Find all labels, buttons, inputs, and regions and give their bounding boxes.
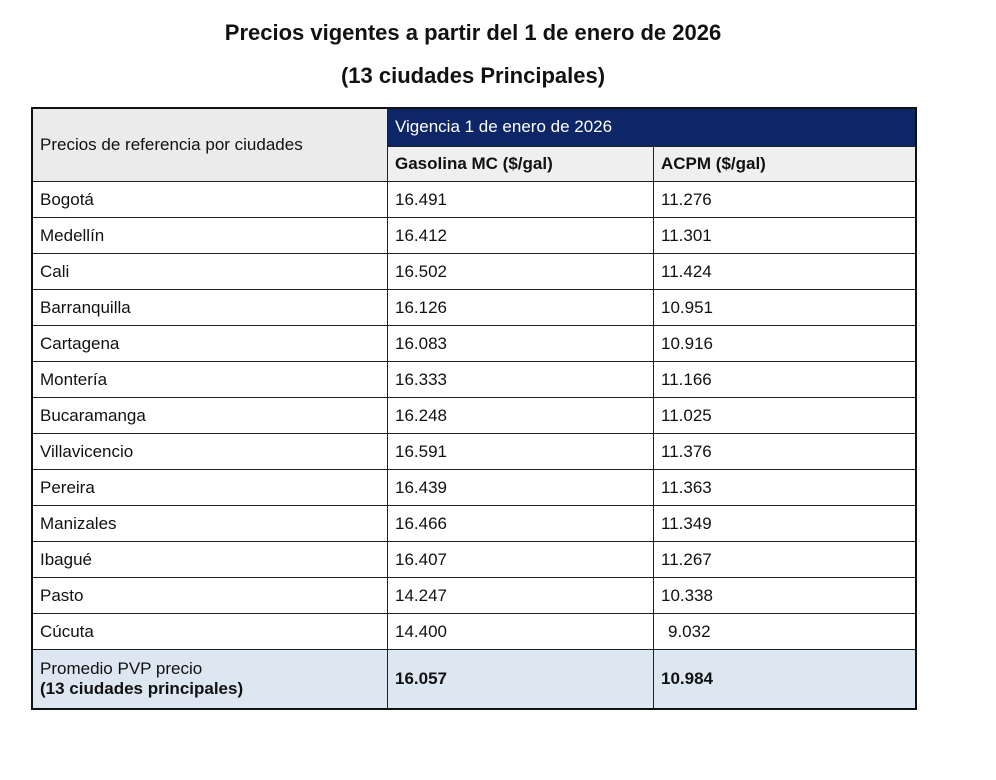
column-header-acpm: ACPM ($/gal) [653, 145, 917, 183]
acpm-cell: 11.363 [653, 469, 917, 506]
city-cell: Pasto [31, 577, 388, 614]
table-row: Bogotá 16.491 11.276 [31, 181, 917, 218]
gasolina-cell: 16.333 [387, 361, 654, 398]
city-cell: Bucaramanga [31, 397, 388, 434]
average-acpm: 10.984 [653, 649, 917, 710]
gasolina-cell: 14.400 [387, 613, 654, 650]
city-cell: Cali [31, 253, 388, 290]
table-row: Cartagena 16.083 10.916 [31, 325, 917, 362]
gasolina-cell: 16.407 [387, 541, 654, 578]
table-row: Pereira 16.439 11.363 [31, 469, 917, 506]
gasolina-cell: 16.502 [387, 253, 654, 290]
table-row: Pasto 14.247 10.338 [31, 577, 917, 614]
gasolina-cell: 16.491 [387, 181, 654, 218]
city-cell: Pereira [31, 469, 388, 506]
city-cell: Medellín [31, 217, 388, 254]
average-label-line1: Promedio PVP precio [40, 659, 203, 678]
acpm-cell: 11.025 [653, 397, 917, 434]
gasolina-cell: 16.466 [387, 505, 654, 542]
gasolina-cell: 16.591 [387, 433, 654, 470]
average-label: Promedio PVP precio (13 ciudades principa… [31, 649, 388, 710]
table-row: Cali 16.502 11.424 [31, 253, 917, 290]
column-header-gasolina: Gasolina MC ($/gal) [387, 145, 654, 183]
acpm-cell: 10.951 [653, 289, 917, 326]
gasolina-cell: 16.083 [387, 325, 654, 362]
table-row: Manizales 16.466 11.349 [31, 505, 917, 542]
table-row: Medellín 16.412 11.301 [31, 217, 917, 254]
gasolina-cell: 16.126 [387, 289, 654, 326]
acpm-cell: 11.276 [653, 181, 917, 218]
average-row: Promedio PVP precio (13 ciudades principa… [31, 649, 917, 710]
acpm-cell: 10.916 [653, 325, 917, 362]
acpm-cell: 11.166 [653, 361, 917, 398]
average-gasolina: 16.057 [387, 649, 654, 710]
table-row: Ibagué 16.407 11.267 [31, 541, 917, 578]
page-subtitle: (13 ciudades Principales) [340, 63, 606, 88]
city-cell: Cartagena [31, 325, 388, 362]
acpm-cell: 10.338 [653, 577, 917, 614]
group-header: Vigencia 1 de enero de 2026 [387, 107, 917, 147]
city-cell: Manizales [31, 505, 388, 542]
city-cell: Montería [31, 361, 388, 398]
table-row: Villavicencio 16.591 11.376 [31, 433, 917, 470]
acpm-cell: 11.424 [653, 253, 917, 290]
gasolina-cell: 14.247 [387, 577, 654, 614]
page-title: Precios vigentes a partir del 1 de enero… [224, 20, 722, 45]
acpm-cell: 11.267 [653, 541, 917, 578]
corner-header: Precios de referencia por ciudades [31, 107, 388, 182]
average-label-line2: (13 ciudades principales) [40, 679, 244, 698]
acpm-cell: 9.032 [653, 613, 917, 650]
city-cell: Ibagué [31, 541, 388, 578]
table-row: Montería 16.333 11.166 [31, 361, 917, 398]
table-row: Bucaramanga 16.248 11.025 [31, 397, 917, 434]
prices-table: Precios de referencia por ciudades Vigen… [31, 107, 917, 710]
gasolina-cell: 16.412 [387, 217, 654, 254]
table-row: Barranquilla 16.126 10.951 [31, 289, 917, 326]
city-cell: Barranquilla [31, 289, 388, 326]
city-cell: Villavicencio [31, 433, 388, 470]
gasolina-cell: 16.248 [387, 397, 654, 434]
city-cell: Bogotá [31, 181, 388, 218]
acpm-cell: 11.349 [653, 505, 917, 542]
table-row: Cúcuta 14.400 9.032 [31, 613, 917, 650]
gasolina-cell: 16.439 [387, 469, 654, 506]
city-cell: Cúcuta [31, 613, 388, 650]
acpm-cell: 11.301 [653, 217, 917, 254]
acpm-cell: 11.376 [653, 433, 917, 470]
